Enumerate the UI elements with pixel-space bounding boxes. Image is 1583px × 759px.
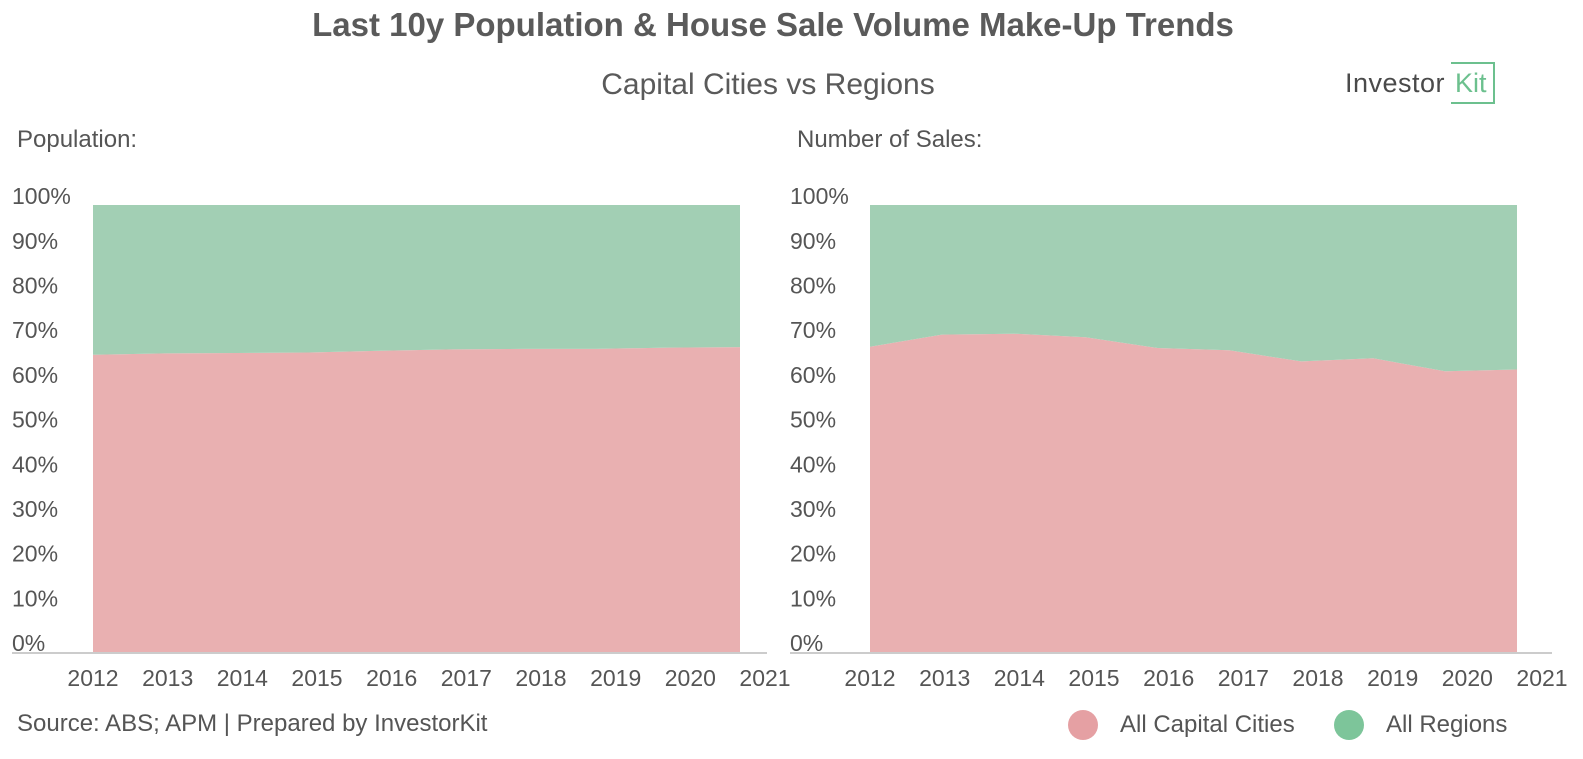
sales-y-tick-label: 20% xyxy=(790,541,836,567)
sales-y-tick-label: 10% xyxy=(790,585,836,611)
population-x-tick-label: 2019 xyxy=(590,665,641,691)
population-y-tick-label: 50% xyxy=(12,407,58,433)
sales-x-tick-label: 2016 xyxy=(1143,665,1194,691)
subtitle: Capital Cities vs Regions xyxy=(601,68,935,101)
population-y-tick-label: 90% xyxy=(12,228,58,254)
investorkit-logo: Investor Kit xyxy=(1345,60,1495,106)
sales-area-capital-cities xyxy=(870,333,1517,652)
population-y-tick-label: 80% xyxy=(12,272,58,298)
population-y-tick-label: 100% xyxy=(12,183,71,209)
sales-x-tick-label: 2019 xyxy=(1367,665,1418,691)
population-y-tick-label: 20% xyxy=(12,541,58,567)
population-x-tick-label: 2015 xyxy=(291,665,342,691)
sales-y-tick-label: 40% xyxy=(790,451,836,477)
sales-y-tick-label: 80% xyxy=(790,272,836,298)
population-area-capital-cities xyxy=(93,347,740,652)
sales-x-tick-label: 2015 xyxy=(1068,665,1119,691)
population-x-tick-label: 2016 xyxy=(366,665,417,691)
population-y-tick-label: 70% xyxy=(12,317,58,343)
population-x-tick-label: 2017 xyxy=(441,665,492,691)
population-x-tick-label: 2020 xyxy=(665,665,716,691)
population-x-tick-label: 2018 xyxy=(515,665,566,691)
population-area-regions xyxy=(93,205,740,355)
sales-y-tick-label: 100% xyxy=(790,183,849,209)
population-x-tick-label: 2021 xyxy=(739,665,790,691)
sales-x-tick-label: 2012 xyxy=(844,665,895,691)
sales-x-tick-label: 2021 xyxy=(1516,665,1567,691)
sales-y-tick-label: 90% xyxy=(790,228,836,254)
source-note: Source: ABS; APM | Prepared by InvestorK… xyxy=(17,710,488,737)
sales-x-tick-label: 2014 xyxy=(994,665,1045,691)
population-x-tick-label: 2013 xyxy=(142,665,193,691)
sales-x-tick-label: 2018 xyxy=(1292,665,1343,691)
logo-bracket: Kit xyxy=(1451,62,1495,104)
population-x-tick-label: 2014 xyxy=(217,665,268,691)
legend-label-capital-cities: All Capital Cities xyxy=(1120,711,1295,738)
population-y-tick-label: 30% xyxy=(12,496,58,522)
population-y-tick-label: 60% xyxy=(12,362,58,388)
legend-swatch-capital-cities xyxy=(1068,710,1098,740)
population-y-tick-label: 0% xyxy=(12,630,45,656)
sales-x-tick-label: 2017 xyxy=(1218,665,1269,691)
sales-y-tick-label: 60% xyxy=(790,362,836,388)
sales-y-tick-label: 50% xyxy=(790,407,836,433)
population-x-tick-label: 2012 xyxy=(67,665,118,691)
sales-y-tick-label: 70% xyxy=(790,317,836,343)
legend-swatch-regions xyxy=(1334,710,1364,740)
main-title: Last 10y Population & House Sale Volume … xyxy=(312,6,1234,43)
sales-y-tick-label: 30% xyxy=(790,496,836,522)
legend-label-regions: All Regions xyxy=(1386,711,1508,738)
logo-text-investor: Investor xyxy=(1345,67,1446,98)
sales-y-tick-label: 0% xyxy=(790,630,823,656)
population-y-tick-label: 40% xyxy=(12,451,58,477)
logo-text-kit: Kit xyxy=(1455,67,1487,98)
sales-x-tick-label: 2020 xyxy=(1442,665,1493,691)
sales-x-tick-label: 2013 xyxy=(919,665,970,691)
sales-panel-label: Number of Sales: xyxy=(797,126,983,153)
sales-area-regions xyxy=(870,205,1517,372)
legend-item-regions: All Regions xyxy=(1334,708,1507,742)
population-panel-label: Population: xyxy=(17,126,138,153)
population-y-tick-label: 10% xyxy=(12,585,58,611)
legend-item-capital-cities: All Capital Cities xyxy=(1068,708,1295,742)
